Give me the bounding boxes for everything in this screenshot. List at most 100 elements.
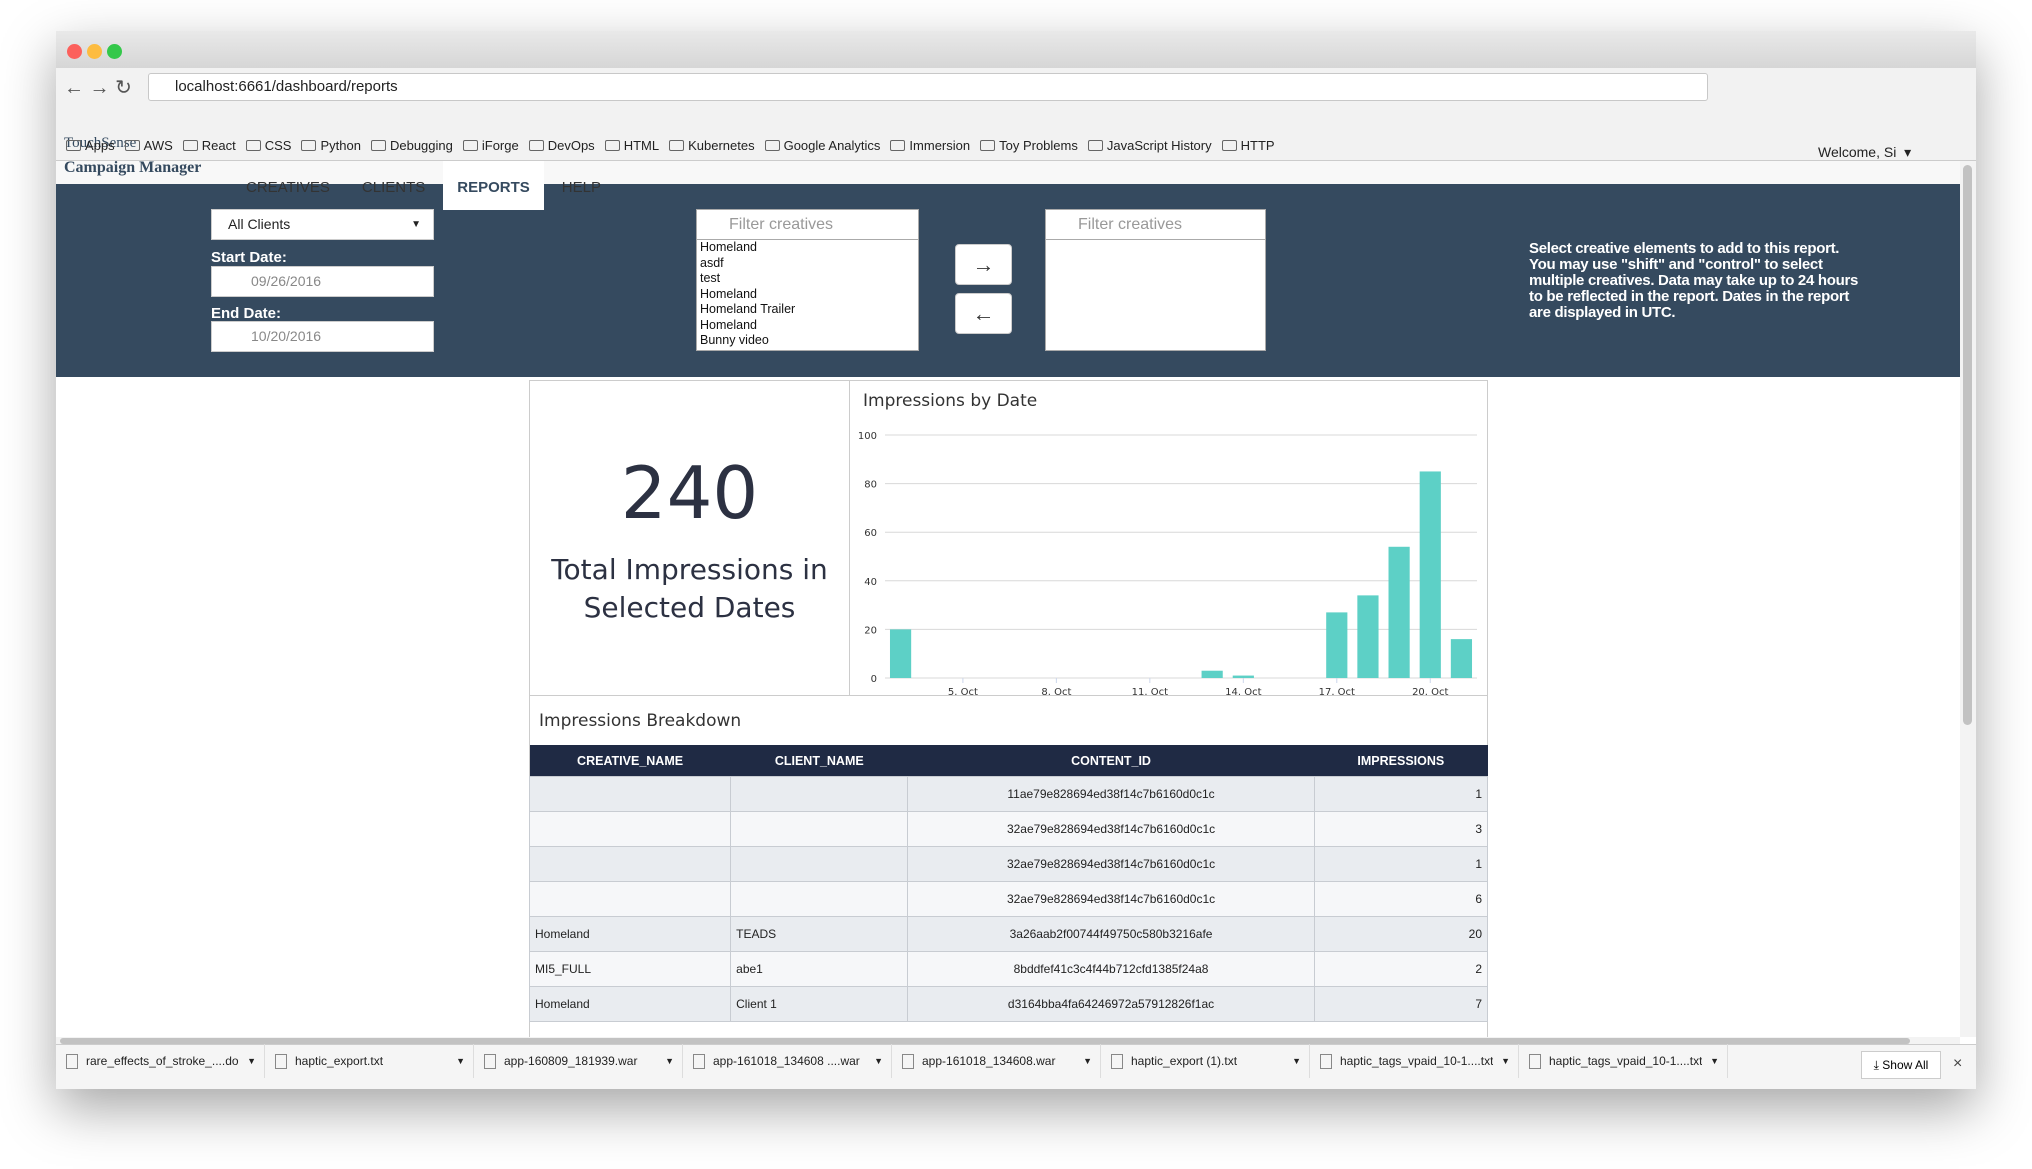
bar [889, 629, 912, 678]
client-select[interactable]: All Clients ▼ [211, 209, 434, 240]
download-menu[interactable]: ▼ [1083, 1056, 1092, 1066]
download-item[interactable]: app-161018_134608.war ▼ [892, 1044, 1101, 1078]
folder-icon [1221, 140, 1237, 151]
breakdown-title: Impressions Breakdown [539, 711, 742, 731]
available-list: Filter creatives Homeland asdf test Homelan… [696, 209, 919, 351]
file-icon [693, 1053, 705, 1069]
table-cell: 32ae79e828694ed38f14c7b6160d0c1c [907, 881, 1315, 917]
download-menu[interactable]: ▼ [1710, 1056, 1719, 1066]
table-cell: Homeland [528, 916, 732, 952]
y-tick-label: 40 [864, 577, 877, 588]
table-cell [528, 776, 732, 812]
x-tick-label: 20. Oct [1412, 687, 1448, 696]
download-item[interactable]: app-160809_181939.war ▼ [474, 1044, 683, 1078]
download-item[interactable]: haptic_tags_vpaid_10-1....txt ▼ [1519, 1044, 1728, 1078]
user-menu[interactable]: Welcome, Si ▾ [1818, 144, 1912, 160]
nav-item[interactable]: CLIENTS [361, 179, 426, 196]
y-tick-label: 0 [871, 674, 877, 685]
bookmark-label: Immersion [909, 138, 971, 153]
table-cell [730, 881, 909, 917]
start-date-input[interactable]: 09/26/2016 [211, 266, 434, 297]
nav-item[interactable]: HELP [561, 179, 601, 196]
bookmark[interactable]: iForge [462, 138, 519, 153]
bookmark[interactable]: AWS [124, 138, 173, 153]
bookmark[interactable]: Python [301, 138, 361, 153]
download-item[interactable]: haptic_tags_vpaid_10-1....txt ▼ [1310, 1044, 1519, 1078]
add-button[interactable]: → [955, 244, 1012, 285]
creative-option[interactable]: asdf [700, 255, 724, 270]
filter-input[interactable]: Filter creatives [697, 210, 918, 240]
creative-option[interactable]: Homeland [700, 240, 757, 254]
column-header: CONTENT_ID [907, 745, 1315, 777]
table-cell [528, 881, 732, 917]
folder-icon [124, 140, 140, 151]
x-tick-label: 11. Oct [1132, 687, 1168, 696]
folder-icon [528, 140, 544, 151]
filter-input[interactable]: Filter creatives [1046, 210, 1265, 240]
table-cell: 11ae79e828694ed38f14c7b6160d0c1c [907, 776, 1315, 812]
h-scrollbar[interactable] [56, 1037, 1960, 1045]
folder-icon [1087, 140, 1103, 151]
remove-button[interactable]: ← [955, 293, 1012, 334]
user-name: Welcome, Si [1818, 144, 1897, 160]
bookmark[interactable]: Apps [66, 138, 115, 153]
creative-option[interactable]: Bunny video [700, 333, 769, 347]
creative-option[interactable]: Homeland [700, 286, 757, 301]
nav-arrows[interactable]: ← → ↻ [64, 77, 132, 99]
creative-option[interactable]: test [700, 271, 721, 285]
bookmark[interactable]: Immersion [890, 138, 970, 153]
bookmark[interactable]: CSS [245, 138, 291, 153]
table-cell: d3164bba4fa64246972a57912826f1ac [907, 986, 1315, 1022]
v-scrollbar[interactable] [1960, 161, 1976, 1037]
table-cell [730, 846, 909, 882]
download-menu[interactable]: ▼ [665, 1056, 674, 1066]
bookmark[interactable]: DevOps [528, 138, 595, 153]
creative-option[interactable]: Homeland [700, 317, 757, 332]
bookmark-label: Python [320, 138, 361, 153]
table-row: 32ae79e828694ed38f14c7b6160d0c1c 3 [528, 811, 1489, 847]
close-button[interactable] [67, 44, 82, 59]
bar [1232, 675, 1254, 678]
zoom-button[interactable] [107, 44, 122, 59]
close-downloads[interactable]: × [1953, 1055, 1963, 1072]
bookmark-label: DevOps [547, 138, 595, 153]
bookmark[interactable]: Toy Problems [980, 138, 1078, 153]
download-item[interactable]: app-161018_134608 ....war ▼ [683, 1044, 892, 1078]
bookmark[interactable]: Debugging [370, 138, 453, 153]
download-name: haptic_tags_vpaid_10-1....txt [1340, 1054, 1494, 1068]
show-all-button[interactable]: ⤓ Show All [1861, 1051, 1941, 1079]
download-menu[interactable]: ▼ [1292, 1056, 1301, 1066]
folder-icon [980, 140, 996, 151]
table-cell: 20 [1313, 916, 1489, 952]
bookmark-label: HTML [623, 138, 660, 153]
bookmark[interactable]: HTML [604, 138, 660, 153]
download-menu[interactable]: ▼ [247, 1056, 256, 1066]
table-cell: 8bddfef41c3c4f44b712cfd1385f24a8 [907, 951, 1315, 987]
selected-list: Filter creatives [1045, 209, 1266, 351]
download-menu[interactable]: ▼ [1501, 1056, 1510, 1066]
url-bar[interactable]: localhost:6661/dashboard/reports [148, 73, 1708, 101]
bookmark[interactable]: HTTP [1221, 138, 1275, 153]
download-item[interactable]: haptic_export (1).txt ▼ [1101, 1044, 1310, 1078]
chart-title: Impressions by Date [863, 391, 1037, 411]
nav-item[interactable]: CREATIVES [246, 179, 330, 196]
table-cell: MI5_FULL [528, 951, 732, 987]
creative-option[interactable]: Homeland Trailer [700, 302, 796, 316]
minimize-button[interactable] [87, 44, 102, 59]
y-tick-label: 100 [858, 431, 877, 442]
bookmark[interactable]: JavaScript History [1087, 138, 1212, 153]
download-name: haptic_export (1).txt [1131, 1054, 1238, 1068]
table-cell: 3 [1313, 811, 1489, 847]
table-row: 32ae79e828694ed38f14c7b6160d0c1c 6 [528, 881, 1489, 917]
bookmark[interactable]: Kubernetes [669, 138, 755, 153]
download-menu[interactable]: ▼ [456, 1056, 465, 1066]
file-icon [902, 1053, 914, 1069]
client-select-value: All Clients [228, 216, 291, 232]
end-date-input[interactable]: 10/20/2016 [211, 321, 434, 352]
download-menu[interactable]: ▼ [874, 1056, 883, 1066]
bookmark[interactable]: React [182, 138, 236, 153]
nav-item[interactable]: REPORTS [443, 161, 544, 214]
download-item[interactable]: haptic_export.txt ▼ [265, 1044, 474, 1078]
bookmark[interactable]: Google Analytics [764, 138, 880, 153]
download-item[interactable]: rare_effects_of_stroke_....doc ▼ [56, 1044, 265, 1078]
